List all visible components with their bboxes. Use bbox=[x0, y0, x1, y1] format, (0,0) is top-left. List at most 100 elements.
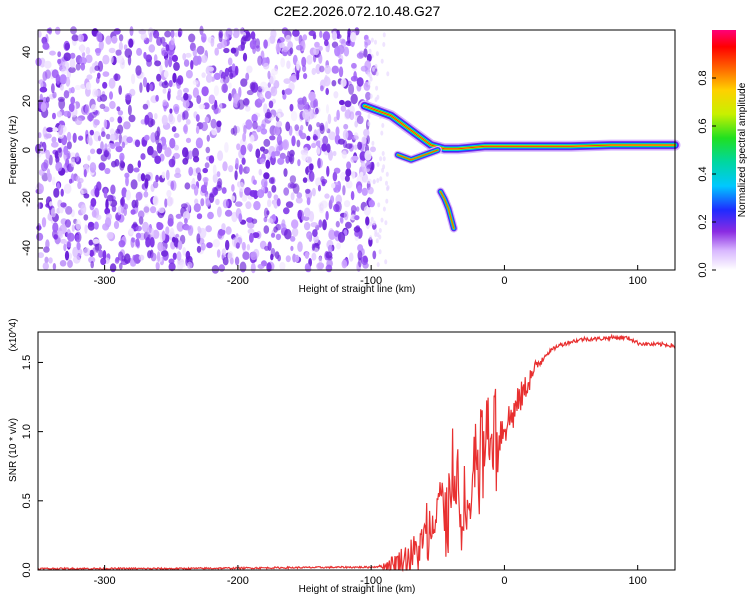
noise-blob bbox=[118, 251, 124, 261]
noise-blob bbox=[232, 125, 238, 136]
noise-blob bbox=[169, 108, 173, 114]
noise-blob bbox=[343, 46, 350, 57]
noise-blob bbox=[235, 157, 239, 169]
noise-blob bbox=[95, 214, 102, 221]
noise-blob bbox=[222, 199, 229, 209]
noise-blob bbox=[74, 84, 81, 91]
noise-blob bbox=[88, 256, 96, 264]
noise-blob bbox=[53, 188, 60, 198]
noise-blob bbox=[263, 103, 268, 114]
noise-blob bbox=[313, 135, 319, 141]
noise-blob bbox=[81, 105, 88, 115]
noise-blob bbox=[218, 228, 226, 236]
noise-blob bbox=[111, 35, 118, 44]
noise-blob bbox=[348, 83, 355, 95]
noise-blob bbox=[138, 216, 144, 225]
noise-blob bbox=[263, 138, 271, 147]
noise-blob bbox=[102, 71, 110, 77]
noise-blob bbox=[355, 206, 360, 212]
noise-blob bbox=[131, 73, 136, 85]
noise-blob bbox=[137, 173, 142, 182]
noise-blob bbox=[345, 168, 352, 177]
noise-blob bbox=[284, 88, 293, 95]
noise-blob bbox=[123, 121, 131, 130]
noise-blob bbox=[309, 163, 314, 171]
noise-blob bbox=[174, 106, 179, 115]
noise-blob bbox=[70, 158, 75, 168]
noise-blob bbox=[251, 113, 258, 123]
spectrogram-y-ticks: -40 -20 0 20 40 bbox=[21, 46, 43, 256]
noise-blob bbox=[182, 211, 191, 221]
noise-blob bbox=[116, 55, 124, 64]
noise-blob bbox=[105, 198, 109, 210]
noise-blob bbox=[117, 110, 124, 116]
noise-blob bbox=[332, 171, 338, 182]
noise-blob bbox=[213, 72, 221, 80]
noise-blob bbox=[154, 155, 162, 164]
noise-blob bbox=[99, 103, 106, 109]
noise-blob bbox=[81, 51, 86, 58]
noise-blob bbox=[67, 259, 73, 268]
noise-blob bbox=[129, 26, 134, 37]
noise-blob bbox=[246, 166, 250, 173]
colorbar-label: Normalized spectral amplitude bbox=[737, 82, 748, 217]
noise-blob bbox=[63, 183, 72, 194]
noise-blob bbox=[270, 86, 278, 97]
noise-blob bbox=[249, 82, 256, 91]
noise-blob bbox=[118, 240, 126, 248]
noise-blob bbox=[117, 206, 122, 216]
noise-blob bbox=[195, 114, 200, 122]
noise-blob bbox=[214, 47, 219, 56]
noise-blob bbox=[368, 48, 372, 54]
noise-blob bbox=[182, 124, 188, 133]
noise-blob bbox=[346, 161, 352, 170]
noise-blob bbox=[58, 124, 64, 136]
noise-blob bbox=[143, 51, 147, 59]
noise-blob bbox=[362, 255, 368, 264]
noise-blob bbox=[315, 63, 322, 75]
noise-blob bbox=[177, 31, 182, 38]
spectrogram-signal bbox=[359, 100, 681, 233]
noise-blob bbox=[271, 68, 279, 76]
noise-blob bbox=[295, 197, 303, 204]
noise-blob bbox=[49, 50, 56, 56]
noise-blob bbox=[253, 200, 261, 211]
noise-blob bbox=[152, 180, 159, 189]
noise-blob bbox=[166, 196, 173, 207]
noise-blob bbox=[161, 81, 169, 89]
noise-blob bbox=[39, 93, 43, 102]
noise-blob bbox=[104, 207, 111, 215]
noise-blob bbox=[52, 263, 57, 271]
noise-blob bbox=[164, 30, 172, 38]
noise-blob bbox=[109, 116, 115, 123]
noise-blob bbox=[140, 119, 146, 125]
noise-blob bbox=[350, 75, 358, 82]
noise-blob bbox=[243, 124, 247, 135]
noise-blob bbox=[276, 198, 281, 207]
noise-blob bbox=[144, 114, 150, 125]
noise-blob bbox=[118, 85, 122, 95]
noise-blob bbox=[85, 82, 92, 90]
noise-blob bbox=[77, 181, 82, 190]
noise-blob bbox=[331, 31, 338, 41]
noise-blob bbox=[83, 247, 91, 257]
noise-blob bbox=[369, 221, 373, 227]
noise-blob bbox=[302, 65, 307, 72]
noise-blob bbox=[177, 113, 182, 123]
noise-blob bbox=[57, 58, 62, 65]
noise-blob bbox=[145, 236, 151, 248]
noise-blob bbox=[191, 183, 196, 190]
noise-blob bbox=[381, 167, 385, 173]
noise-blob bbox=[325, 210, 329, 221]
noise-blob bbox=[252, 179, 257, 185]
noise-blob bbox=[150, 252, 157, 262]
noise-blob bbox=[267, 241, 272, 251]
noise-blob bbox=[217, 150, 224, 161]
noise-blob bbox=[339, 99, 345, 106]
noise-blob bbox=[344, 109, 352, 119]
noise-blob bbox=[196, 213, 203, 220]
noise-blob bbox=[319, 124, 325, 135]
noise-blob bbox=[161, 230, 166, 241]
noise-blob bbox=[182, 247, 187, 256]
noise-blob bbox=[292, 29, 300, 37]
